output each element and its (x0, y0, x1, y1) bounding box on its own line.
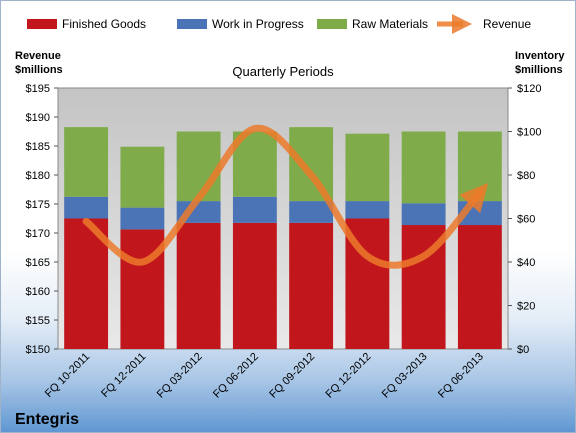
right-axis-tick-label: $20 (517, 301, 535, 313)
bar-finished-goods (232, 222, 277, 349)
brand-label: Entegris (15, 411, 79, 428)
legend-label: Work in Progress (212, 17, 304, 31)
left-axis-tick-label: $190 (26, 112, 50, 124)
bar-finished-goods (176, 222, 221, 349)
bar-finished-goods (289, 222, 334, 349)
x-axis-tick-label: FQ 06-2012 (211, 351, 261, 401)
left-axis-tick-label: $155 (26, 315, 50, 327)
x-axis-tick-label: FQ 06-2013 (436, 351, 486, 401)
legend-swatch-raw-materials (317, 19, 347, 29)
bar-raw-materials (401, 131, 446, 204)
right-axis-tick-label: $40 (517, 257, 535, 269)
bar-work-in-progress (289, 201, 334, 223)
left-axis-tick-label: $180 (26, 170, 50, 182)
bar-raw-materials (289, 127, 334, 202)
bar-work-in-progress (345, 201, 390, 219)
legend-label: Raw Materials (352, 17, 428, 31)
bar-raw-materials (64, 127, 109, 197)
right-axis-tick-label: $80 (517, 170, 535, 182)
right-axis-title: $millions (515, 64, 563, 76)
x-axis-tick-label: FQ 03-2013 (380, 351, 430, 401)
bar-work-in-progress (64, 196, 109, 219)
left-axis-tick-label: $185 (26, 141, 50, 153)
legend-swatch-work-in-progress (177, 19, 207, 29)
left-axis-tick-label: $165 (26, 257, 50, 269)
left-axis-tick-label: $160 (26, 286, 50, 298)
x-axis-tick-label: FQ 10-2011 (43, 351, 92, 400)
bar-work-in-progress (120, 207, 165, 230)
x-axis-tick-label: FQ 09-2012 (267, 351, 317, 401)
right-axis-tick-label: $120 (517, 83, 541, 95)
left-axis-title: $millions (15, 64, 63, 76)
x-axis-tick-label: FQ 03-2012 (155, 351, 205, 401)
legend-label: Finished Goods (62, 17, 146, 31)
x-axis-tick-label: FQ 12-2012 (324, 351, 374, 401)
left-axis-title: Revenue (15, 50, 61, 62)
legend-swatch-finished-goods (27, 19, 57, 29)
right-axis-tick-label: $0 (517, 344, 529, 356)
right-axis-title: Inventory (515, 50, 565, 62)
chart-subtitle: Quarterly Periods (232, 64, 334, 79)
x-axis-tick-label: FQ 12-2011 (99, 351, 148, 400)
bar-work-in-progress (401, 203, 446, 226)
left-axis-tick-label: $195 (26, 83, 50, 95)
bar-raw-materials (176, 131, 221, 202)
bar-work-in-progress (232, 196, 277, 223)
left-axis-tick-label: $170 (26, 228, 50, 240)
left-axis-tick-label: $175 (26, 199, 50, 211)
right-axis-tick-label: $60 (517, 214, 535, 226)
revenue-line (82, 124, 489, 269)
bar-raw-materials (120, 146, 165, 208)
left-axis-tick-label: $150 (26, 344, 50, 356)
bar-finished-goods (457, 225, 502, 349)
legend-label: Revenue (483, 17, 531, 31)
right-axis-tick-label: $100 (517, 127, 541, 139)
bar-raw-materials (345, 133, 390, 202)
